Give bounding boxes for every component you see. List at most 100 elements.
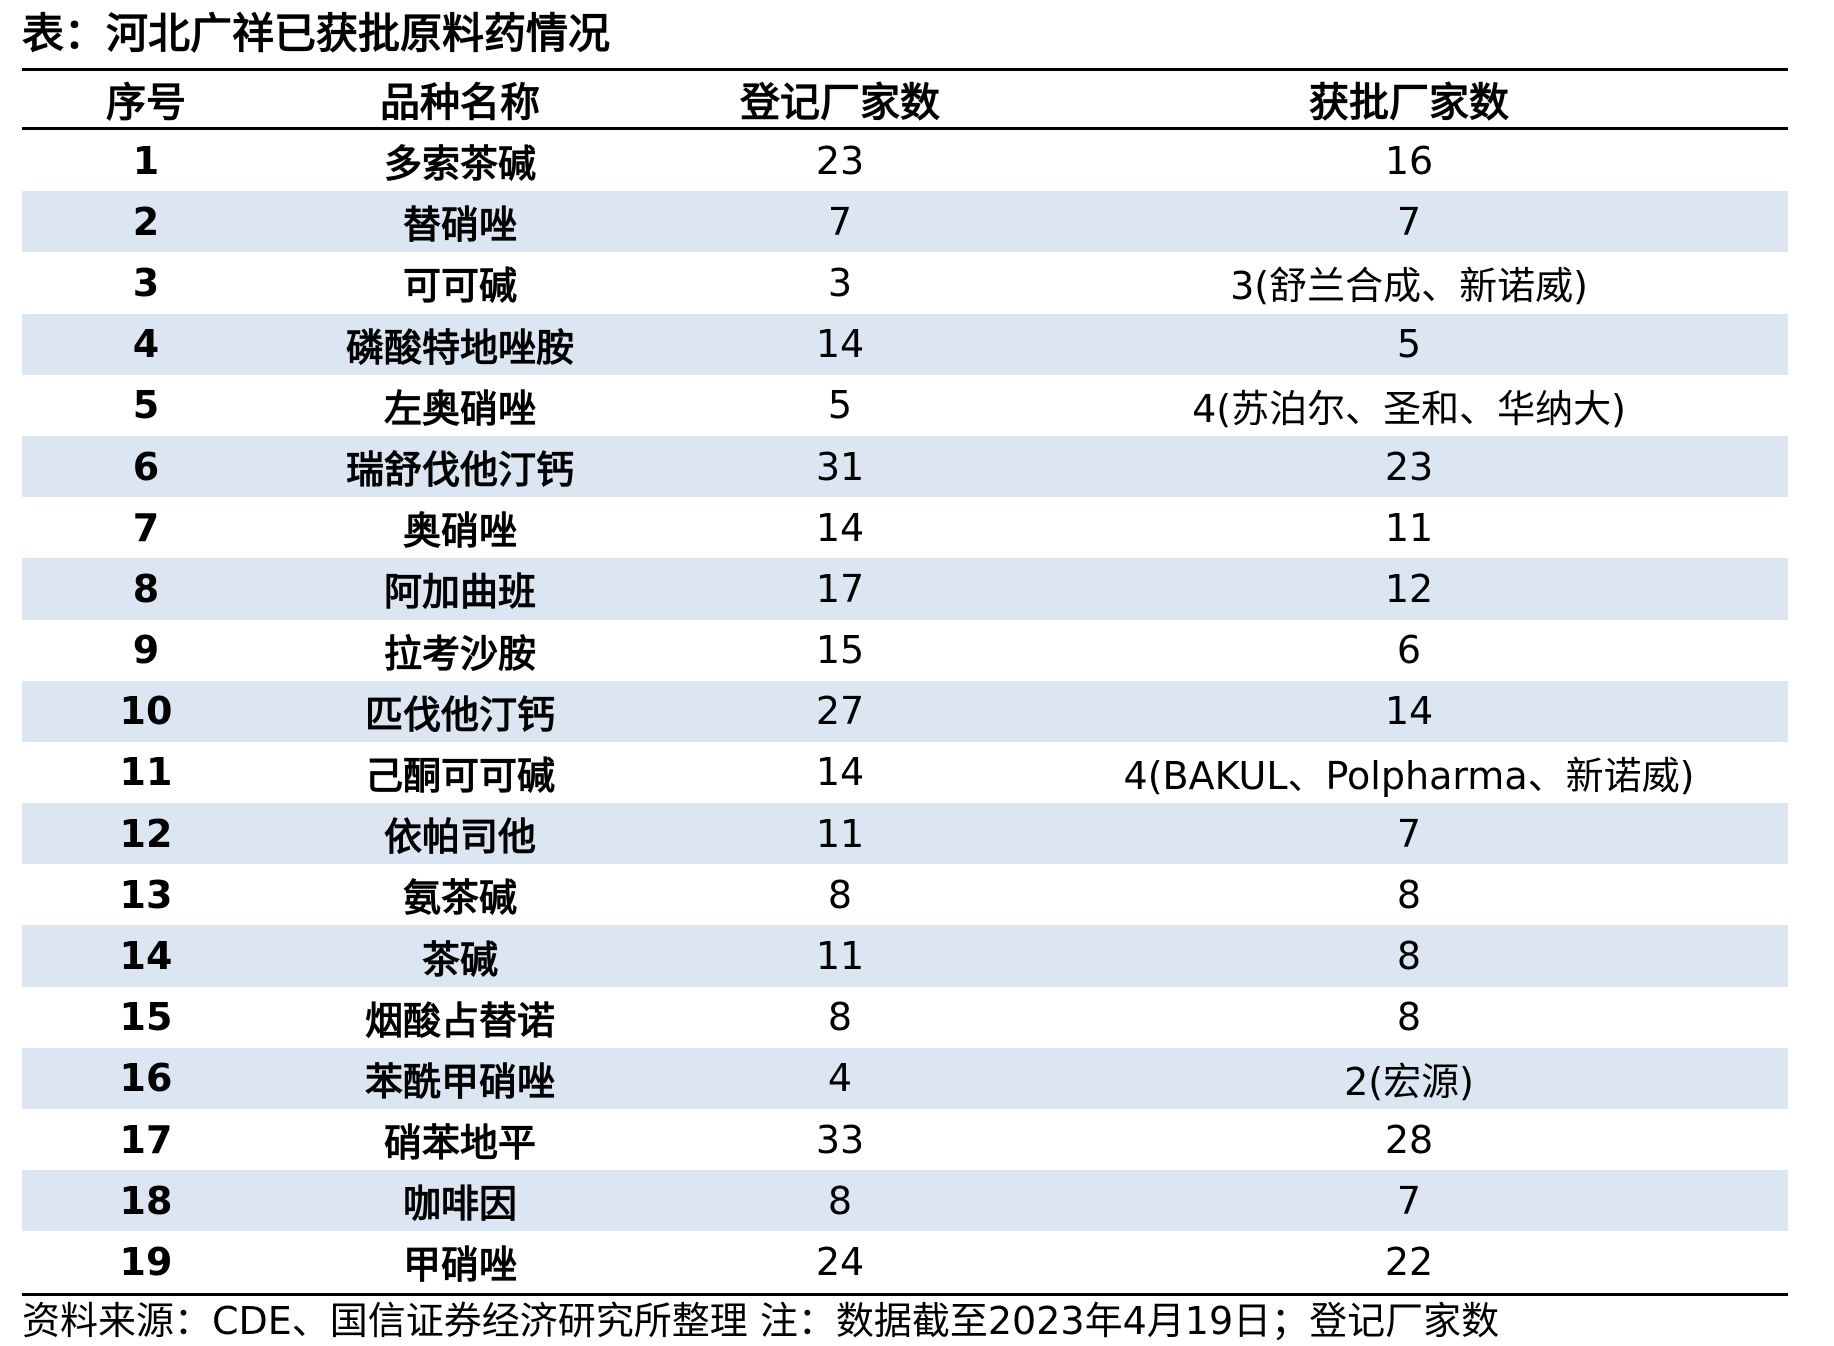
cell-approved: 28 bbox=[1384, 1117, 1434, 1162]
cell-registered: 7 bbox=[827, 199, 853, 244]
table-row: 4 磷酸特地唑胺 14 5 bbox=[22, 313, 1788, 375]
cell-index: 14 bbox=[119, 934, 173, 979]
table-row: 8 阿加曲班 17 12 bbox=[22, 558, 1788, 620]
cell-index: 10 bbox=[119, 689, 173, 734]
cell-approved: 8 bbox=[1396, 872, 1422, 917]
cell-approved: 22 bbox=[1384, 1239, 1434, 1284]
cell-index: 17 bbox=[119, 1117, 173, 1162]
cell-approved: 2(宏源) bbox=[1344, 1059, 1474, 1104]
cell-approved: 23 bbox=[1384, 444, 1434, 489]
table-row: 2 替硝唑 7 7 bbox=[22, 191, 1788, 253]
table-row: 13 氨茶碱 8 8 bbox=[22, 864, 1788, 925]
header-cell-index: 序号 bbox=[106, 80, 186, 126]
cell-registered: 14 bbox=[815, 750, 865, 795]
cell-index: 5 bbox=[132, 383, 160, 428]
cell-index: 7 bbox=[132, 505, 160, 550]
cell-name: 硝苯地平 bbox=[383, 1121, 536, 1166]
cell-approved: 4(苏泊尔、圣和、华纳大) bbox=[1192, 386, 1626, 431]
cell-approved: 11 bbox=[1384, 505, 1434, 550]
table-header-rule bbox=[22, 127, 1788, 130]
table-bottom-rule bbox=[22, 1292, 1788, 1296]
cell-index: 19 bbox=[119, 1239, 173, 1284]
cell-name: 烟酸占替诺 bbox=[364, 998, 555, 1043]
table-row: 3 可可碱 3 3(舒兰合成、新诺威) bbox=[22, 252, 1788, 313]
cell-approved: 14 bbox=[1384, 689, 1434, 734]
cell-index: 1 bbox=[132, 138, 160, 183]
cell-name: 磷酸特地唑胺 bbox=[345, 325, 574, 370]
table-row: 15 烟酸占替诺 8 8 bbox=[22, 987, 1788, 1048]
cell-registered: 8 bbox=[827, 1178, 853, 1223]
cell-approved: 6 bbox=[1396, 628, 1422, 673]
cell-index: 8 bbox=[132, 566, 160, 611]
cell-index: 6 bbox=[132, 444, 160, 489]
cell-name: 拉考沙胺 bbox=[383, 631, 536, 676]
cell-index: 16 bbox=[119, 1056, 173, 1101]
table-row: 10 匹伐他汀钙 27 14 bbox=[22, 680, 1788, 742]
cell-registered: 23 bbox=[815, 138, 865, 183]
cell-index: 15 bbox=[119, 995, 173, 1040]
table-row: 19 甲硝唑 24 22 bbox=[22, 1231, 1788, 1292]
cell-registered: 24 bbox=[815, 1239, 865, 1284]
cell-approved: 5 bbox=[1396, 322, 1422, 367]
cell-approved: 4(BAKUL、Polpharma、新诺威) bbox=[1123, 753, 1695, 798]
cell-registered: 33 bbox=[815, 1117, 865, 1162]
cell-index: 11 bbox=[119, 750, 173, 795]
cell-registered: 5 bbox=[827, 383, 853, 428]
cell-registered: 17 bbox=[815, 566, 865, 611]
cell-approved: 3(舒兰合成、新诺威) bbox=[1230, 264, 1588, 309]
table-row: 14 茶碱 11 8 bbox=[22, 925, 1788, 987]
cell-index: 3 bbox=[132, 260, 160, 305]
header-cell-name: 品种名称 bbox=[380, 80, 540, 126]
cell-registered: 11 bbox=[815, 934, 865, 979]
cell-name: 氨茶碱 bbox=[402, 876, 517, 921]
data-table: 序号 品种名称 登记厂家数 获批厂家数 1 多索茶碱 23 16 2 替硝唑 7 7 3 可可碱 3… bbox=[22, 68, 1788, 1296]
cell-name: 甲硝唑 bbox=[402, 1243, 517, 1288]
cell-registered: 14 bbox=[815, 322, 865, 367]
cell-name: 己酮可可碱 bbox=[364, 753, 555, 798]
cell-name: 茶碱 bbox=[421, 937, 498, 982]
cell-name: 阿加曲班 bbox=[383, 570, 536, 615]
table-row: 9 拉考沙胺 15 6 bbox=[22, 620, 1788, 681]
cell-approved: 8 bbox=[1396, 995, 1422, 1040]
table-row: 11 己酮可可碱 14 4(BAKUL、Polpharma、新诺威) bbox=[22, 742, 1788, 803]
header-cell-approved: 获批厂家数 bbox=[1309, 80, 1509, 126]
cell-approved: 7 bbox=[1396, 199, 1422, 244]
cell-name: 依帕司他 bbox=[383, 815, 536, 860]
cell-index: 4 bbox=[132, 322, 160, 367]
table-row: 5 左奥硝唑 5 4(苏泊尔、圣和、华纳大) bbox=[22, 375, 1788, 436]
table-row: 16 苯酰甲硝唑 4 2(宏源) bbox=[22, 1047, 1788, 1109]
cell-registered: 8 bbox=[827, 872, 853, 917]
cell-name: 苯酰甲硝唑 bbox=[364, 1059, 555, 1104]
table-body: 1 多索茶碱 23 16 2 替硝唑 7 7 3 可可碱 3 3(舒兰合成、新诺威) 4 磷酸特地唑胺 14… bbox=[22, 130, 1788, 1293]
cell-approved: 7 bbox=[1396, 811, 1422, 856]
cell-name: 可可碱 bbox=[402, 264, 517, 309]
cell-approved: 12 bbox=[1384, 566, 1434, 611]
cell-registered: 3 bbox=[827, 260, 853, 305]
cell-registered: 11 bbox=[815, 811, 865, 856]
cell-registered: 15 bbox=[815, 628, 865, 673]
table-header-row: 序号 品种名称 登记厂家数 获批厂家数 bbox=[22, 71, 1788, 127]
cell-approved: 16 bbox=[1384, 138, 1434, 183]
header-cell-registered: 登记厂家数 bbox=[740, 80, 940, 126]
cell-name: 替硝唑 bbox=[402, 203, 517, 248]
cell-index: 2 bbox=[132, 199, 160, 244]
cell-approved: 7 bbox=[1396, 1178, 1422, 1223]
cell-registered: 4 bbox=[827, 1056, 853, 1101]
cell-index: 13 bbox=[119, 872, 173, 917]
cell-registered: 8 bbox=[827, 995, 853, 1040]
table-row: 12 依帕司他 11 7 bbox=[22, 803, 1788, 865]
cell-registered: 14 bbox=[815, 505, 865, 550]
table-row: 17 硝苯地平 33 28 bbox=[22, 1109, 1788, 1170]
cell-name: 多索茶碱 bbox=[383, 142, 536, 187]
cell-name: 匹伐他汀钙 bbox=[364, 692, 555, 737]
table-row: 1 多索茶碱 23 16 bbox=[22, 130, 1788, 191]
cell-index: 12 bbox=[119, 811, 173, 856]
table-top-rule bbox=[22, 68, 1788, 71]
source-note: 资料来源：CDE、国信证券经济研究所整理 注：数据截至2023年4月19日；登记… bbox=[22, 1299, 1500, 1343]
cell-name: 奥硝唑 bbox=[402, 509, 517, 554]
cell-name: 咖啡因 bbox=[402, 1182, 517, 1227]
cell-name: 左奥硝唑 bbox=[383, 386, 536, 431]
table-row: 6 瑞舒伐他汀钙 31 23 bbox=[22, 435, 1788, 498]
cell-approved: 8 bbox=[1396, 934, 1422, 979]
cell-registered: 27 bbox=[815, 689, 865, 734]
